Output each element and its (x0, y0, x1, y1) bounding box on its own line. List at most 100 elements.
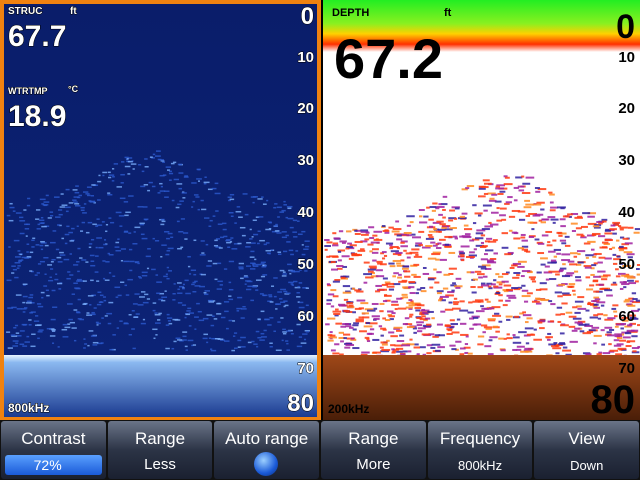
echo (604, 229, 611, 232)
echo (280, 288, 286, 291)
echo (285, 340, 289, 342)
echo (347, 242, 352, 245)
echo (224, 310, 229, 313)
echo (274, 230, 280, 232)
echo (535, 302, 542, 305)
echo (592, 305, 598, 308)
echo (552, 239, 557, 242)
echo (369, 328, 375, 331)
echo (587, 301, 591, 304)
echo (501, 232, 509, 235)
echo (160, 255, 163, 258)
echo (355, 320, 364, 323)
echo (461, 259, 465, 262)
echo (126, 158, 129, 160)
echo (621, 283, 630, 286)
echo (406, 224, 411, 227)
echo (623, 286, 627, 289)
echo (553, 248, 562, 251)
echo (225, 327, 229, 330)
echo (610, 224, 616, 227)
echo (96, 218, 100, 220)
echo (6, 331, 11, 333)
echo (464, 343, 469, 346)
echo (406, 234, 412, 237)
echo (252, 264, 255, 266)
range-less-button[interactable]: Range Less (107, 421, 213, 479)
echo (215, 238, 221, 240)
echo (288, 249, 294, 252)
echo (511, 264, 518, 267)
echo (511, 209, 521, 212)
echo (637, 324, 640, 327)
auto-range-button[interactable]: Auto range (214, 421, 320, 479)
echo (372, 259, 377, 262)
echo (197, 310, 202, 313)
echo (422, 266, 427, 269)
echo (187, 265, 191, 268)
echo (365, 322, 371, 325)
echo (267, 300, 272, 302)
echo (343, 310, 350, 313)
echo (78, 194, 82, 197)
echo (140, 291, 146, 293)
echo (427, 234, 433, 237)
echo (120, 173, 125, 176)
echo (97, 199, 101, 201)
echo (396, 350, 403, 353)
echo (372, 234, 378, 237)
echo (597, 270, 606, 273)
echo (257, 216, 264, 218)
echo (295, 250, 299, 252)
echo (534, 299, 538, 302)
echo (514, 315, 520, 318)
echo (338, 230, 344, 233)
echo (451, 289, 455, 292)
contrast-button[interactable]: Contrast 72% (1, 421, 106, 479)
echo (36, 272, 40, 274)
echo (25, 235, 28, 237)
echo (108, 301, 114, 304)
echo (220, 316, 226, 319)
echo (335, 308, 339, 311)
button-label: Auto range (225, 429, 309, 448)
echo (217, 302, 221, 305)
echo (379, 346, 384, 349)
echo (106, 312, 113, 315)
echo (489, 336, 498, 339)
echo (484, 240, 491, 243)
echo (477, 273, 485, 276)
echo (388, 262, 395, 265)
echo (439, 258, 447, 261)
echo (574, 311, 581, 314)
echo (498, 283, 503, 286)
echo (35, 209, 41, 211)
echo (431, 317, 435, 320)
echo (525, 203, 534, 206)
echo (457, 217, 467, 220)
echo (382, 300, 388, 303)
echo (466, 271, 471, 274)
echo (367, 309, 376, 312)
echo (594, 252, 602, 255)
echo (373, 238, 383, 241)
range-more-button[interactable]: Range More (321, 421, 426, 479)
echo (289, 272, 292, 275)
echo (637, 308, 640, 311)
echo (283, 204, 287, 206)
frequency-button[interactable]: Frequency 800kHz (427, 421, 533, 479)
echo (232, 335, 236, 337)
echo (450, 323, 458, 326)
echo (145, 255, 151, 258)
echo (593, 314, 599, 317)
view-button[interactable]: View Down (534, 421, 640, 479)
echo (47, 217, 52, 219)
echo (396, 247, 400, 250)
echo (24, 257, 30, 259)
echo (176, 183, 183, 185)
echo (337, 259, 342, 262)
echo (21, 323, 28, 326)
echo (160, 223, 165, 226)
echo (216, 313, 222, 315)
echo (412, 327, 417, 330)
